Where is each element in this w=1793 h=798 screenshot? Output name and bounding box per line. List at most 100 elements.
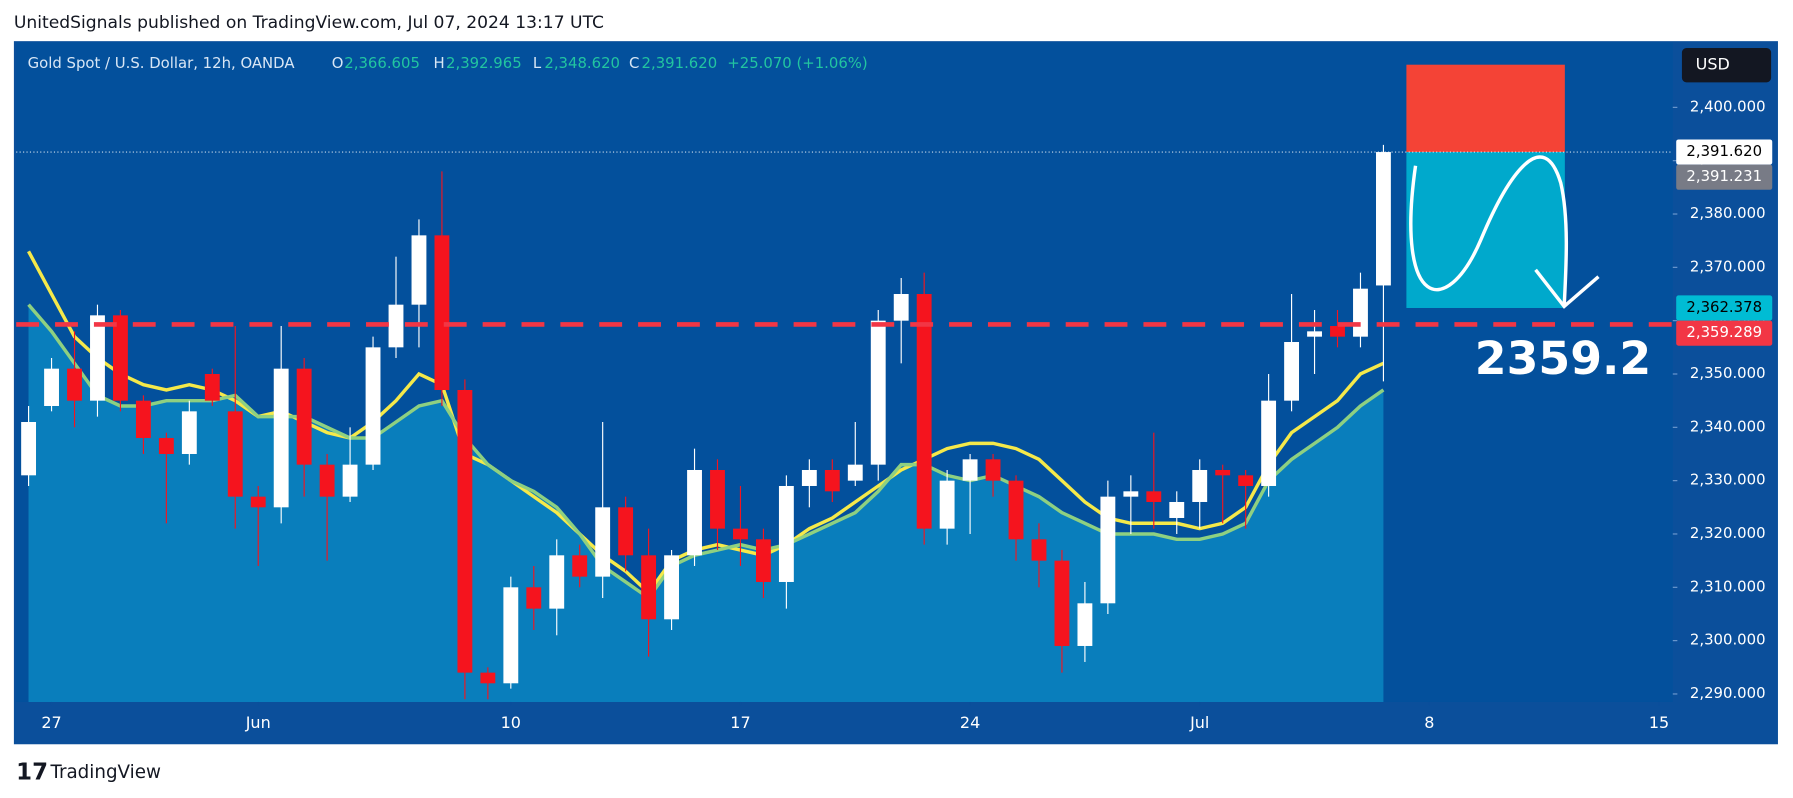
- candle-body: [1307, 331, 1322, 337]
- legend-key: C: [629, 54, 639, 72]
- legend-key: O: [332, 54, 344, 72]
- candle-body: [1215, 469, 1231, 476]
- price-label: 2,359.289: [1686, 323, 1762, 341]
- candle-body: [411, 235, 427, 305]
- legend-value: 2,392.965: [446, 54, 522, 72]
- candle-body: [204, 373, 220, 401]
- x-tick-label: 15: [1649, 713, 1669, 732]
- candle-body: [1169, 501, 1185, 518]
- candle-body: [457, 389, 473, 673]
- brand-name: TradingView: [49, 762, 161, 783]
- candle-body: [733, 528, 748, 540]
- candle-body: [1238, 475, 1254, 486]
- x-tick-label: 10: [501, 713, 521, 732]
- candle-body: [1192, 469, 1208, 502]
- trade-zone: [1406, 64, 1565, 153]
- candle-body: [365, 347, 381, 465]
- candle-body: [21, 421, 37, 476]
- candle-body: [755, 539, 771, 582]
- legend-values: O 2,366.605 H 2,392.965 L 2,348.620 C 2,…: [332, 54, 868, 72]
- candle-body: [273, 368, 289, 508]
- candle-body: [801, 469, 817, 486]
- candle-body: [1054, 560, 1070, 646]
- candle-body: [250, 496, 266, 508]
- candle-body: [618, 507, 634, 556]
- x-tick-label: 17: [730, 713, 750, 732]
- price-label-box: [1676, 164, 1773, 190]
- candle-body: [434, 235, 450, 390]
- price-label: 2,391.620: [1686, 142, 1762, 160]
- candle-body: [1100, 496, 1116, 604]
- y-tick-label: 2,310.000: [1690, 577, 1766, 595]
- candle-body: [847, 464, 863, 481]
- legend-value: 2,348.620: [544, 54, 620, 72]
- candle-body: [710, 469, 725, 529]
- y-tick-label: 2,370.000: [1690, 257, 1766, 275]
- legend-value: 2,366.605: [344, 54, 420, 72]
- candle-body: [319, 464, 335, 497]
- candle-body: [388, 304, 404, 348]
- y-tick-label: 2,300.000: [1690, 631, 1766, 649]
- candle-body: [962, 459, 978, 481]
- y-tick-label: 2,350.000: [1690, 364, 1766, 382]
- legend-key: H: [433, 54, 444, 72]
- candle-body: [687, 469, 702, 556]
- y-tick-label: 2,320.000: [1690, 524, 1766, 542]
- moving-average: [27, 303, 1385, 601]
- candle-body: [893, 294, 909, 321]
- candle-body: [44, 368, 59, 406]
- candle-body: [1284, 342, 1300, 401]
- candle-body: [296, 368, 312, 465]
- price-label: 2,362.378: [1686, 298, 1762, 316]
- currency-label: USD: [1696, 55, 1730, 74]
- price-label-box: [1676, 295, 1773, 321]
- candle-body: [1330, 326, 1345, 337]
- candle-body: [549, 555, 565, 609]
- legend-value: 2,391.620: [642, 54, 718, 72]
- candle-body: [916, 294, 932, 529]
- candle-body: [135, 400, 151, 438]
- y-tick-label: 2,290.000: [1690, 684, 1766, 702]
- price-axis: 2,290.000 2,300.000 2,310.000 2,320.000 2,33…: [1672, 97, 1773, 702]
- candle-body: [480, 672, 496, 684]
- price-label-box: [1676, 320, 1773, 346]
- brand-logo: 17: [16, 759, 48, 785]
- candle-body: [1077, 603, 1093, 646]
- candle-body: [824, 469, 840, 492]
- x-tick-label: 24: [960, 713, 980, 732]
- legend-key: L: [533, 54, 542, 72]
- candle-body: [870, 320, 886, 465]
- legend-change: +25.070 (+1.06%): [727, 54, 867, 72]
- candle-body: [113, 315, 128, 401]
- candle-body: [158, 437, 174, 454]
- candle-body: [227, 411, 243, 497]
- y-tick-label: 2,340.000: [1690, 417, 1766, 435]
- candle-body: [503, 587, 519, 684]
- candle-body: [595, 507, 611, 577]
- price-label-box: [1676, 139, 1773, 165]
- candle-body: [572, 555, 588, 577]
- candle-body: [939, 480, 955, 529]
- candle-body: [985, 459, 1001, 481]
- publisher-header: UnitedSignals published on TradingView.c…: [14, 13, 604, 33]
- candle-body: [1261, 400, 1277, 486]
- candle-body: [526, 587, 542, 609]
- candle-body: [67, 368, 82, 401]
- y-tick-label: 2,400.000: [1690, 97, 1766, 115]
- candle-body: [1146, 491, 1162, 502]
- y-tick-label: 2,380.000: [1690, 204, 1766, 222]
- candle-body: [641, 555, 657, 620]
- candle-body: [1031, 539, 1047, 561]
- currency-badge[interactable]: [1681, 48, 1772, 83]
- candle-body: [342, 464, 358, 497]
- ma-area: [28, 304, 1384, 702]
- candle-body: [664, 555, 679, 620]
- x-tick-label: Jun: [245, 713, 271, 732]
- legend-symbol: Gold Spot / U.S. Dollar, 12h, OANDA: [28, 54, 296, 72]
- candle-body: [181, 411, 197, 454]
- candle-body: [1376, 152, 1391, 286]
- candle-body: [778, 485, 794, 582]
- x-tick-label: 27: [41, 713, 61, 732]
